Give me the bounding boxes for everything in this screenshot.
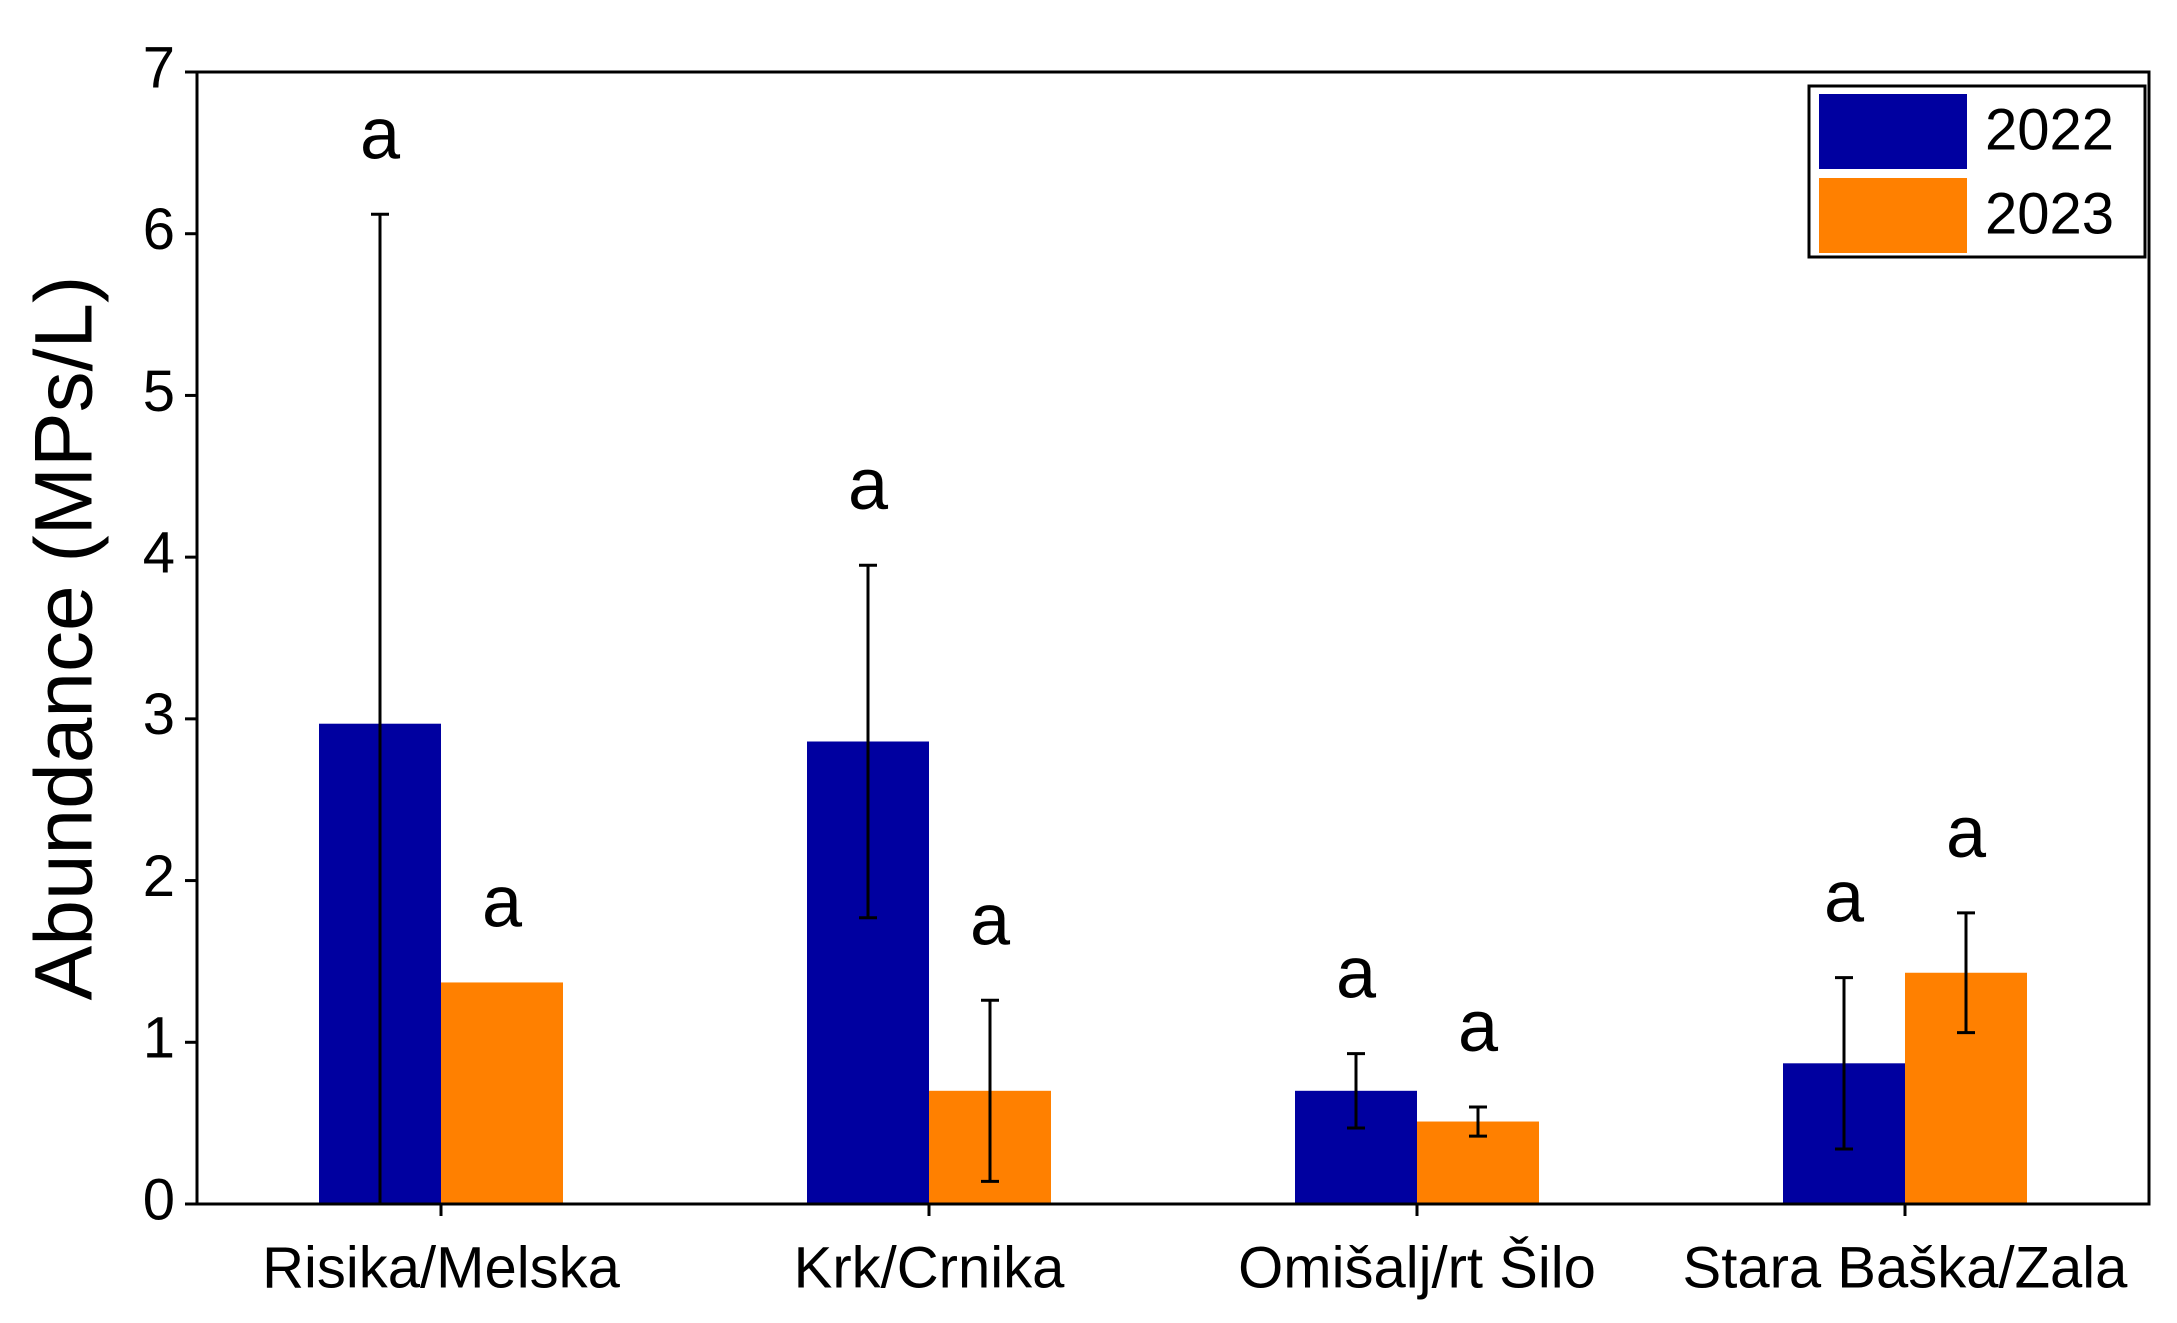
error-bar <box>859 563 877 920</box>
y-tick-label: 2 <box>143 844 175 909</box>
significance-letter: a <box>1458 987 1499 1067</box>
significance-letter: a <box>360 94 401 174</box>
x-tick-label: Omišalj/rt Šilo <box>1238 1235 1596 1300</box>
x-tick-label: Stara Baška/Zala <box>1683 1235 2129 1300</box>
significance-letter: a <box>848 445 889 525</box>
y-tick-label: 3 <box>143 682 175 747</box>
legend-swatch <box>1819 178 1967 253</box>
y-tick-label: 5 <box>143 359 175 424</box>
y-tick-label: 6 <box>143 197 175 262</box>
bar <box>441 982 563 1204</box>
error-bar <box>1469 1105 1487 1138</box>
x-tick-label: Risika/Melska <box>262 1235 620 1300</box>
legend-label: 2022 <box>1985 97 2114 162</box>
error-bar <box>1347 1052 1365 1130</box>
plot-frame <box>195 70 2151 1206</box>
y-axis-title: Abundance (MPs/L) <box>19 276 110 1001</box>
error-bar <box>1957 911 1975 1035</box>
y-tick-label: 7 <box>143 35 175 100</box>
significance-letter: a <box>1824 858 1865 938</box>
error-bar <box>1835 976 1853 1151</box>
y-tick-label: 4 <box>143 520 175 585</box>
y-tick-label: 1 <box>143 1006 175 1071</box>
significance-letter: a <box>1946 793 1987 873</box>
legend-swatch <box>1819 94 1967 169</box>
x-tick-label: Krk/Crnika <box>794 1235 1065 1300</box>
significance-letter: a <box>970 880 1011 960</box>
significance-letter: a <box>1336 934 1377 1014</box>
y-tick-label: 0 <box>143 1167 175 1232</box>
significance-letter: a <box>482 862 523 942</box>
error-bar <box>981 998 999 1183</box>
legend-label: 2023 <box>1985 181 2114 246</box>
